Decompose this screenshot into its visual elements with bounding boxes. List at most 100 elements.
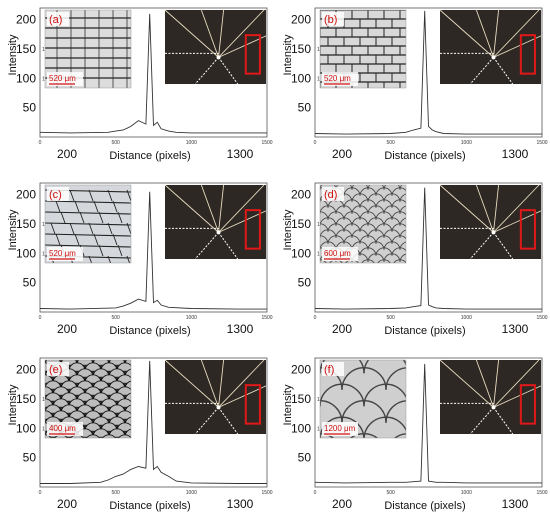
x-tick-minor: 500 — [386, 140, 395, 146]
roi-box — [519, 384, 536, 425]
roi-box — [244, 34, 261, 75]
x-tick-minor: 1000 — [186, 490, 197, 496]
x-axis-label: Distance (pixels) — [109, 500, 190, 512]
inset-pattern — [45, 360, 131, 438]
panel-e: 050010001500100150501001502002001300Dist… — [7, 357, 273, 512]
panel-letter-bg — [47, 362, 69, 376]
panel-letter: (a) — [49, 14, 62, 26]
x-tick-minor: 1000 — [186, 315, 197, 321]
x-tick-label: 200 — [332, 497, 352, 511]
y-tick-label: 50 — [298, 276, 312, 290]
y-tick-label: 200 — [291, 363, 311, 377]
x-tick-minor: 1000 — [461, 315, 472, 321]
x-tick-label: 200 — [57, 147, 77, 161]
inset-photo — [164, 184, 267, 260]
panel-letter: (b) — [324, 14, 337, 26]
x-axis-label: Distance (pixels) — [109, 325, 190, 337]
y-tick-label: 200 — [16, 188, 36, 202]
y-axis-label: Intensity — [282, 384, 294, 425]
panel-letter-bg — [322, 362, 344, 376]
y-axis-label: Intensity — [7, 384, 19, 425]
panel-letter: (d) — [324, 189, 337, 201]
y-tick-label: 100 — [16, 421, 36, 435]
intensity-line — [314, 187, 542, 310]
x-tick-minor: 500 — [386, 315, 395, 321]
x-axis-label: Distance (pixels) — [109, 150, 190, 162]
roi-box — [244, 384, 261, 425]
x-tick-minor: 0 — [314, 490, 317, 496]
x-tick-minor: 1500 — [536, 315, 547, 321]
y-tick-label: 200 — [291, 13, 311, 27]
x-tick-minor: 1000 — [186, 140, 197, 146]
y-tick-label: 50 — [23, 451, 37, 465]
x-tick-minor: 0 — [314, 140, 317, 146]
y-tick-label: 100 — [16, 71, 36, 85]
x-tick-minor: 500 — [111, 140, 120, 146]
scale-bar-label: 520 μm — [49, 74, 76, 83]
x-tick-label: 200 — [57, 497, 77, 511]
x-tick-label: 200 — [332, 147, 352, 161]
scale-bar-label: 520 μm — [324, 74, 351, 83]
x-tick-minor: 500 — [386, 490, 395, 496]
x-tick-minor: 0 — [39, 490, 42, 496]
inset-photo — [439, 9, 542, 85]
y-tick-label: 100 — [291, 421, 311, 435]
scale-bar-bg — [322, 247, 358, 261]
roi-box — [244, 209, 261, 250]
panel-letter: (e) — [49, 364, 62, 376]
inset-photo — [164, 359, 267, 435]
panel-letter-bg — [47, 187, 69, 201]
intensity-line — [314, 363, 542, 484]
panel-f: 050010001500100150501001502002001300Dist… — [282, 357, 548, 512]
scale-bar-label: 1200 μm — [324, 424, 356, 433]
panel-b: 050010001500100150501001502002001300Dist… — [282, 7, 548, 162]
x-tick-label: 1300 — [502, 322, 529, 336]
x-axis-label: Distance (pixels) — [384, 500, 465, 512]
y-tick-label: 150 — [16, 392, 36, 406]
panel-letter: (c) — [49, 189, 62, 201]
scale-bar-label: 400 μm — [49, 424, 76, 433]
x-tick-minor: 1000 — [461, 490, 472, 496]
x-tick-minor: 1500 — [261, 315, 272, 321]
y-axis-label: Intensity — [282, 209, 294, 250]
y-tick-label: 150 — [291, 392, 311, 406]
x-tick-minor: 0 — [39, 315, 42, 321]
x-tick-minor: 500 — [111, 315, 120, 321]
scale-bar-bg — [322, 72, 358, 86]
y-tick-label: 100 — [16, 246, 36, 260]
roi-box — [519, 209, 536, 250]
y-axis-label: Intensity — [282, 34, 294, 75]
intensity-line — [39, 13, 267, 134]
y-tick-label: 150 — [16, 217, 36, 231]
x-tick-minor: 0 — [39, 140, 42, 146]
x-tick-minor: 1500 — [536, 490, 547, 496]
x-tick-label: 1300 — [227, 497, 254, 511]
x-axis-label: Distance (pixels) — [384, 325, 465, 337]
y-tick-label: 100 — [291, 71, 311, 85]
x-tick-minor: 1500 — [536, 140, 547, 146]
panel-letter-bg — [47, 12, 69, 26]
panel-a: 050010001500100150501001502002001300Dist… — [7, 7, 273, 162]
x-tick-minor: 1500 — [261, 490, 272, 496]
panel-c: 050010001500100150501001502002001300Dist… — [7, 182, 273, 337]
inset-photo — [164, 9, 267, 85]
x-tick-label: 200 — [332, 322, 352, 336]
panel-d: 050010001500100150501001502002001300Dist… — [282, 182, 548, 337]
inset-photo — [439, 184, 542, 260]
y-tick-label: 150 — [291, 217, 311, 231]
y-tick-label: 100 — [291, 246, 311, 260]
x-tick-minor: 1000 — [461, 140, 472, 146]
intensity-line — [40, 360, 267, 484]
x-tick-label: 1300 — [227, 322, 254, 336]
y-tick-label: 200 — [291, 188, 311, 202]
y-tick-label: 50 — [23, 276, 37, 290]
panel-letter-bg — [322, 12, 344, 26]
x-tick-label: 1300 — [502, 497, 529, 511]
y-tick-label: 150 — [16, 42, 36, 56]
scale-bar-label: 600 μm — [324, 249, 351, 258]
intensity-line — [39, 191, 267, 310]
x-tick-label: 1300 — [227, 147, 254, 161]
y-tick-label: 200 — [16, 363, 36, 377]
scale-bar-bg — [47, 247, 83, 261]
